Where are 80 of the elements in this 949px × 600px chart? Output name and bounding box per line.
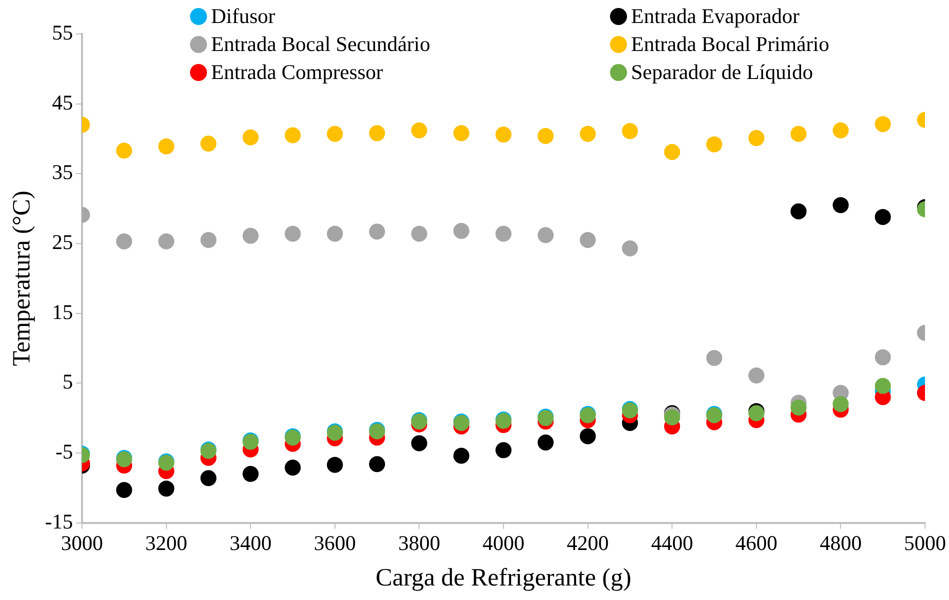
point (158, 233, 174, 250)
legend-label: Entrada Bocal Secundário (211, 32, 430, 57)
x-tick-label: 4600 (735, 530, 778, 555)
point (453, 125, 470, 142)
point (622, 240, 638, 256)
point (200, 470, 216, 486)
y-tick-label: -5 (55, 439, 73, 464)
point (832, 396, 849, 412)
point (200, 136, 216, 152)
point (411, 122, 428, 138)
point (538, 434, 554, 450)
y-tick-label: 25 (52, 230, 73, 254)
point (832, 122, 849, 138)
x-tick-label: 3200 (145, 530, 188, 555)
point (411, 435, 428, 452)
x-tick-label: 3400 (230, 530, 272, 555)
point (495, 126, 512, 143)
point (369, 456, 386, 472)
y-tick-label: 35 (52, 160, 73, 184)
point (158, 480, 174, 497)
point (874, 349, 891, 366)
point (538, 227, 554, 244)
y-tick-label: -15 (44, 509, 73, 534)
point (664, 144, 680, 160)
point (790, 126, 807, 142)
point (580, 428, 596, 444)
y-axis-title: Temperatura (°C) (8, 190, 36, 366)
legend-label: Entrada Compressor (211, 60, 384, 85)
point (580, 232, 596, 248)
x-tick-label: 3600 (314, 530, 356, 555)
legend-label: Separador de Líquido (631, 60, 813, 85)
point (790, 400, 807, 416)
point (116, 233, 132, 250)
x-tick-label: 4000 (482, 530, 524, 555)
point (326, 126, 343, 142)
point (453, 222, 470, 239)
point (874, 208, 891, 225)
point (116, 142, 132, 159)
x-tick-label: 4400 (651, 530, 694, 555)
point (284, 460, 301, 476)
point (706, 350, 722, 366)
point (411, 226, 428, 242)
point (622, 123, 638, 140)
x-tick-label: 4800 (820, 530, 862, 555)
point (495, 442, 512, 458)
point (580, 126, 596, 142)
point (874, 378, 891, 394)
y-tick-label: 5 (62, 370, 73, 394)
point (326, 226, 343, 242)
legend-label: Entrada Evaporador (631, 4, 800, 29)
point (326, 456, 343, 473)
y-tick-label: 55 (52, 20, 73, 45)
x-tick-label: 4200 (566, 530, 609, 555)
y-tick-label: 45 (52, 90, 73, 114)
point (158, 138, 174, 154)
point (284, 226, 301, 242)
point (242, 466, 259, 482)
legend-label: Difusor (211, 4, 276, 29)
point (706, 136, 722, 152)
point (748, 367, 764, 384)
point (242, 228, 259, 244)
point (832, 197, 849, 214)
point (200, 232, 216, 248)
point (874, 116, 891, 132)
point (369, 125, 386, 142)
point (748, 130, 764, 146)
x-tick-label: 3000 (60, 530, 103, 555)
y-tick-label: 15 (52, 300, 73, 324)
point (116, 482, 132, 498)
x-tick-label: 3800 (398, 530, 440, 555)
x-tick-label: 5000 (904, 530, 946, 555)
point (284, 127, 301, 144)
x-axis-title: Carga de Refrigerante (g) (376, 564, 632, 592)
point (242, 129, 259, 146)
point (538, 128, 554, 144)
point (495, 226, 512, 242)
point (369, 224, 386, 240)
point (790, 203, 807, 220)
point (453, 448, 470, 464)
legend-label: Entrada Bocal Primário (631, 32, 830, 57)
